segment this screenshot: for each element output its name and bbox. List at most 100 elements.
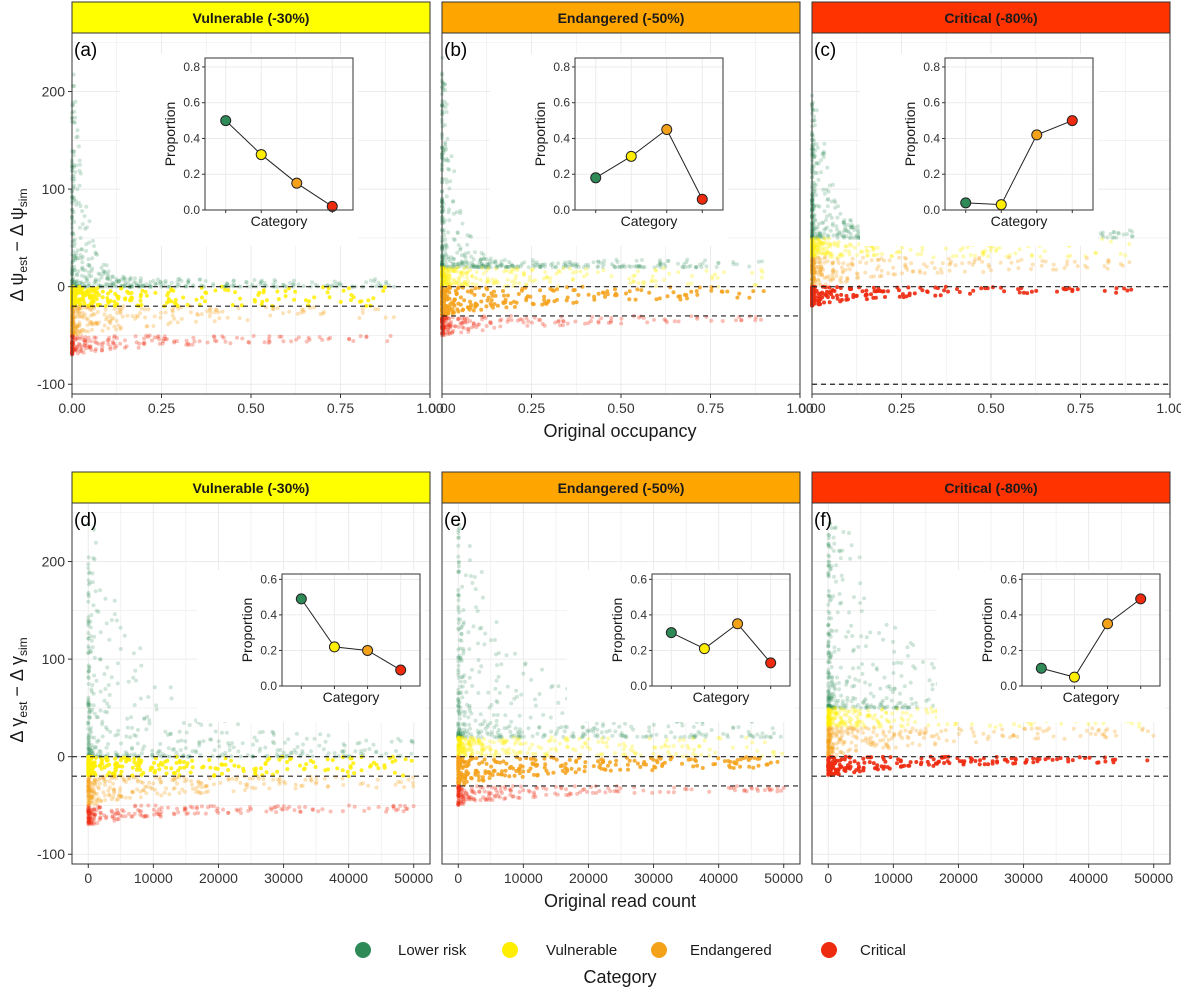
panel-b: Endangered (-50%)(b)0.00 0.25 0.50 0.75 1.00… <box>428 1 814 416</box>
point-critical <box>854 294 859 298</box>
point-endangered <box>308 774 313 779</box>
inset-y-tick-label: 0.6 <box>260 572 277 586</box>
point-endangered <box>299 310 304 315</box>
point-vulnerable <box>164 765 169 770</box>
point-endangered <box>1102 264 1107 269</box>
point-vulnerable <box>827 252 832 257</box>
point-critical <box>835 293 839 298</box>
point-critical <box>839 292 844 297</box>
x-tick-label: 0.25 <box>888 400 915 416</box>
point-endangered <box>77 320 82 325</box>
point-lower-risk <box>855 227 860 232</box>
point-lower-risk <box>86 631 91 635</box>
point-endangered <box>512 305 517 309</box>
point-lower-risk <box>186 280 190 285</box>
point-vulnerable <box>100 295 105 300</box>
point-lower-risk <box>118 647 123 651</box>
point-vulnerable <box>554 271 559 276</box>
point-vulnerable <box>79 297 84 302</box>
point-lower-risk <box>70 84 75 89</box>
point-critical <box>88 344 93 349</box>
point-lower-risk <box>440 124 445 129</box>
point-lower-risk <box>409 751 414 756</box>
point-lower-risk <box>142 744 147 749</box>
point-vulnerable <box>86 761 91 766</box>
point-endangered <box>998 260 1003 265</box>
point-lower-risk <box>543 262 547 267</box>
point-lower-risk <box>409 738 414 743</box>
point-vulnerable <box>153 290 158 295</box>
point-vulnerable <box>465 275 470 280</box>
point-vulnerable <box>653 267 658 272</box>
point-vulnerable <box>233 290 238 295</box>
x-tick-label: 0.00 <box>58 400 85 416</box>
inset-y-tick-label: 0.2 <box>553 167 570 181</box>
point-vulnerable <box>374 762 379 767</box>
point-lower-risk <box>831 233 836 238</box>
point-endangered <box>225 315 230 320</box>
point-lower-risk <box>170 747 175 752</box>
point-vulnerable <box>1123 253 1128 258</box>
point-lower-risk <box>175 283 180 288</box>
point-lower-risk <box>150 748 155 753</box>
point-endangered <box>102 312 107 317</box>
inset-y-label: Proportion <box>239 598 255 663</box>
point-lower-risk <box>86 651 91 655</box>
point-lower-risk <box>87 273 92 278</box>
point-lower-risk <box>80 222 85 227</box>
point-lower-risk <box>177 729 182 734</box>
point-critical <box>946 289 950 294</box>
point-vulnerable <box>114 761 119 765</box>
point-lower-risk <box>304 736 309 741</box>
point-critical <box>197 339 202 344</box>
point-vulnerable <box>293 289 298 294</box>
point-critical <box>287 804 292 809</box>
x-tick-label: 0.50 <box>237 400 264 416</box>
point-lower-risk <box>105 276 110 281</box>
point-critical <box>186 342 191 347</box>
point-lower-risk <box>197 743 202 748</box>
point-endangered <box>932 266 937 271</box>
point-endangered <box>893 272 898 277</box>
point-lower-risk <box>294 731 299 736</box>
point-endangered <box>80 314 85 319</box>
point-lower-risk <box>855 224 860 229</box>
point-lower-risk <box>275 284 280 289</box>
point-lower-risk <box>77 183 82 188</box>
point-endangered <box>875 257 880 262</box>
inset-point-vulnerable <box>255 149 267 161</box>
point-endangered <box>835 257 840 262</box>
point-lower-risk <box>477 626 482 631</box>
panel-c: Critical (-80%)(c)0.00 0.25 0.50 0.75 1.000.… <box>798 1 1181 416</box>
point-lower-risk <box>90 683 95 687</box>
point-endangered <box>719 289 724 294</box>
point-lower-risk <box>110 274 115 279</box>
point-lower-risk <box>816 177 821 182</box>
point-endangered <box>111 781 115 786</box>
point-vulnerable <box>944 246 948 251</box>
point-endangered <box>1083 263 1088 268</box>
x-tick-label: 0.75 <box>697 400 724 416</box>
point-vulnerable <box>171 288 176 293</box>
point-endangered <box>107 785 112 790</box>
point-lower-risk <box>227 748 232 752</box>
point-endangered <box>159 779 164 784</box>
point-lower-risk <box>138 278 143 283</box>
point-lower-risk <box>114 284 119 289</box>
point-critical <box>498 324 503 329</box>
point-lower-risk <box>75 248 80 253</box>
point-lower-risk <box>97 749 102 753</box>
point-critical <box>93 339 97 344</box>
point-endangered <box>879 268 884 273</box>
point-vulnerable <box>961 254 966 259</box>
point-critical <box>212 335 217 340</box>
point-endangered <box>814 264 819 269</box>
point-lower-risk <box>130 746 135 750</box>
point-lower-risk <box>105 282 110 287</box>
point-lower-risk <box>262 280 267 285</box>
point-vulnerable <box>313 765 318 769</box>
point-lower-risk <box>493 258 498 263</box>
point-endangered <box>685 296 689 301</box>
point-vulnerable <box>219 284 224 289</box>
point-critical <box>267 334 272 339</box>
